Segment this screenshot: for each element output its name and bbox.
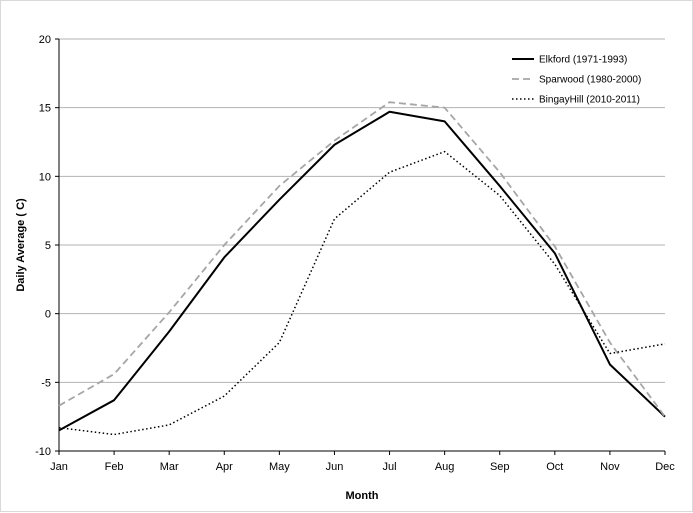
x-tick-label: Aug [435,461,455,473]
x-tick-label: Nov [600,461,620,473]
y-axis-title: Daily Average ( C) [15,198,27,292]
x-tick-label: Jul [383,461,397,473]
x-axis-title: Month [346,490,379,502]
x-tick-labels: Jan Feb Mar Apr May Jun Jul Aug Sep Oct Nov Dec [50,461,675,473]
x-tick-label: May [269,461,290,473]
y-tick-label: 5 [45,240,51,252]
x-tick-label: Sep [490,461,510,473]
x-tick-label: Dec [655,461,675,473]
x-tick-label: Apr [216,461,233,473]
gridlines [59,38,665,383]
y-tick-label: 15 [39,103,51,115]
legend-label: BingayHill (2010-2011) [539,95,640,106]
y-tick-label: 10 [39,171,51,183]
x-tick-label: Jan [50,461,68,473]
x-tick-label: Jun [326,461,344,473]
x-tick-label: Oct [546,461,563,473]
y-tick-label: -10 [35,446,51,458]
legend-label: Sparwood (1980-2000) [539,75,641,86]
series-lines [58,101,666,436]
y-tick-label: -5 [41,377,51,389]
series-line-1 [58,101,666,418]
y-tick-label: 0 [45,309,51,321]
legend: Elkford (1971-1993) Sparwood (1980-2000) B… [512,55,641,106]
y-tick-label: 20 [39,34,51,46]
x-tick-label: Feb [105,461,124,473]
series-line-0 [58,110,666,432]
x-tick-label: Mar [160,461,179,473]
y-tick-labels: -10 -5 0 5 10 15 20 [35,34,51,458]
axes [55,38,666,455]
series-line-2 [58,150,666,436]
legend-label: Elkford (1971-1993) [539,55,627,66]
